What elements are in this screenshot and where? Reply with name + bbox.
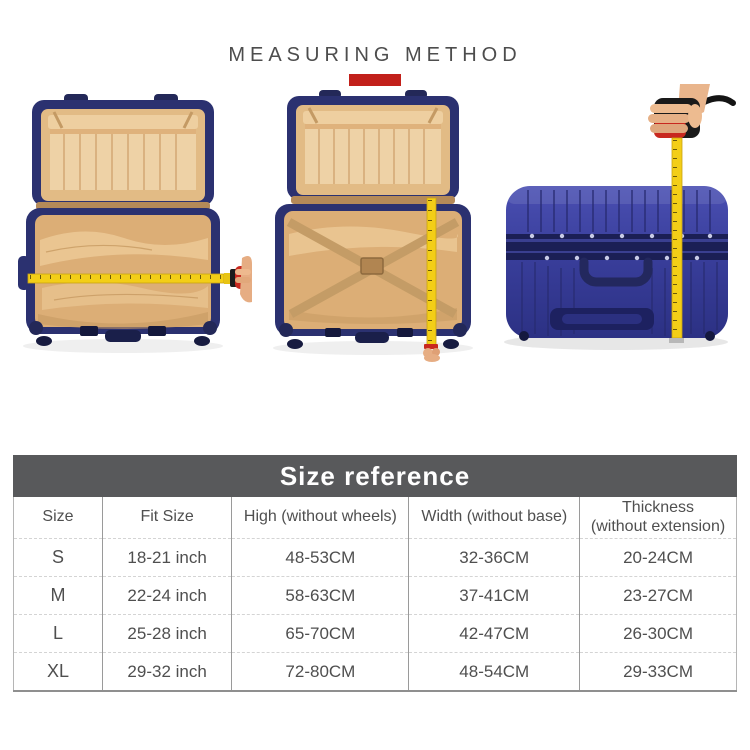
figure-width-measurement	[2, 88, 252, 358]
cell-thickness: 29-33CM	[579, 652, 737, 691]
cell-high: 48-53CM	[231, 538, 409, 577]
cell-fit-size: 18-21 inch	[101, 538, 232, 577]
table-row: L 25-28 inch 65-70CM 42-47CM 26-30CM	[13, 614, 737, 653]
cell-width: 32-36CM	[408, 538, 580, 577]
col-header-fit-size: Fit Size	[101, 497, 232, 539]
cell-size: XL	[46, 661, 69, 681]
table-row: S 18-21 inch 48-53CM 32-36CM 20-24CM	[13, 538, 737, 577]
table-header-row: Size Fit Size High (without wheels) Widt…	[14, 497, 737, 539]
suitcase-lid	[287, 90, 459, 200]
hand-icon	[423, 348, 440, 362]
cell-fit-size: 22-24 inch	[101, 576, 232, 615]
col-header-width: Width (without base)	[408, 497, 580, 539]
col-header-thickness: Thickness (without extension)	[579, 497, 737, 539]
tape-measure-icon	[424, 197, 438, 349]
page-title: MEASURING METHOD	[228, 44, 522, 66]
cell-high: 65-70CM	[231, 614, 409, 653]
cell-size: S	[51, 547, 64, 567]
cell-fit-size: 25-28 inch	[101, 614, 232, 653]
cell-width: 37-41CM	[408, 576, 580, 615]
open-suitcase-width-illustration	[18, 94, 252, 353]
figure-height-measurement	[255, 86, 490, 364]
suitcase-base	[275, 204, 471, 349]
size-reference-section: Size reference Size Fit Size High (witho…	[13, 455, 737, 692]
col-header-high: High (without wheels)	[231, 497, 409, 539]
figure-thickness-measurement	[492, 84, 748, 362]
cell-width: 48-54CM	[408, 652, 580, 691]
cell-high: 58-63CM	[231, 576, 409, 615]
col-header-size: Size	[42, 508, 74, 526]
suitcase-base	[18, 208, 220, 346]
cell-thickness: 23-27CM	[579, 576, 737, 615]
suitcase-body	[506, 186, 728, 341]
size-reference-title: Size reference	[279, 460, 471, 491]
hand-icon	[235, 256, 252, 303]
cell-high: 72-80CM	[231, 652, 409, 691]
suitcase-handle	[579, 257, 653, 287]
open-suitcase-height-illustration	[273, 90, 473, 362]
cell-width: 42-47CM	[408, 614, 580, 653]
measuring-method-figures	[2, 84, 748, 364]
hand-fingers	[648, 104, 702, 133]
cell-size: L	[52, 623, 63, 643]
cell-thickness: 26-30CM	[579, 614, 737, 653]
size-reference-title-bar: Size reference	[13, 455, 737, 497]
cell-size: M	[50, 585, 66, 605]
cell-thickness: 20-24CM	[579, 538, 737, 577]
cell-fit-size: 29-32 inch	[101, 652, 232, 691]
size-table: Size Fit Size High (without wheels) Widt…	[13, 497, 737, 692]
table-row: XL 29-32 inch 72-80CM 48-54CM 29-33CM	[13, 652, 737, 691]
closed-suitcase-thickness-illustration	[504, 84, 736, 350]
suitcase-lid	[32, 94, 214, 206]
red-underline-bar	[349, 74, 401, 86]
measuring-method-header: MEASURING METHOD	[0, 44, 750, 86]
table-row: M 22-24 inch 58-63CM 37-41CM 23-27CM	[13, 576, 737, 615]
